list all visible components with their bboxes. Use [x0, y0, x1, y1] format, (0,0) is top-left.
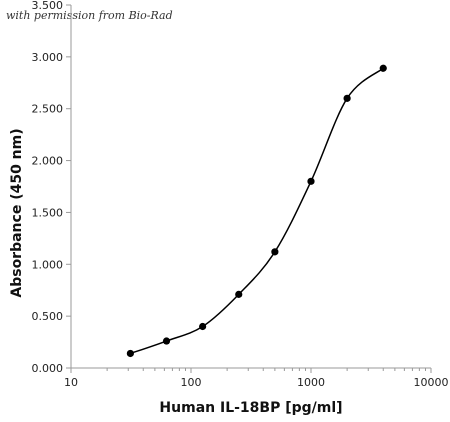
- series-line: [130, 68, 383, 353]
- y-axis-title: Absorbance (450 nm): [9, 128, 25, 297]
- x-tick-label: 10000: [414, 376, 449, 389]
- x-tick-labels: 10 100 1000 10000: [64, 376, 449, 389]
- y-tick-label: 1.500: [32, 206, 64, 219]
- data-point: [307, 178, 314, 185]
- data-point: [163, 337, 170, 344]
- data-point: [271, 248, 278, 255]
- y-tick-label: 3.000: [32, 51, 64, 64]
- data-point: [235, 291, 242, 298]
- x-axis-title: Human IL-18BP [pg/ml]: [159, 400, 342, 416]
- y-tick-label: 0.000: [32, 362, 64, 375]
- y-tick-labels: 0.000 0.500 1.000 1.500 2.000 2.500 3.000 3.500: [32, 0, 64, 375]
- y-tick-label: 1.000: [32, 258, 64, 271]
- y-tick-label: 2.500: [32, 103, 64, 116]
- data-point: [344, 95, 351, 102]
- y-tick-label: 2.000: [32, 155, 64, 168]
- y-tick-label: 0.500: [32, 310, 64, 323]
- x-tick-label: 100: [181, 376, 202, 389]
- x-tick-label: 10: [64, 376, 78, 389]
- x-tick-label: 1000: [297, 376, 325, 389]
- axes: [66, 5, 431, 373]
- y-tick-label: 3.500: [32, 0, 64, 12]
- data-point: [199, 323, 206, 330]
- data-points: [127, 65, 387, 357]
- data-point: [380, 65, 387, 72]
- data-point: [127, 350, 134, 357]
